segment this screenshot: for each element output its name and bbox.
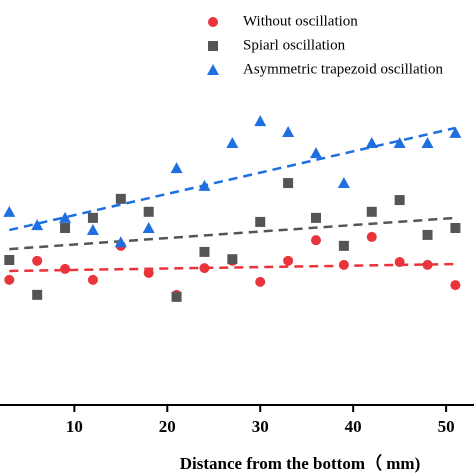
point bbox=[198, 179, 211, 191]
point bbox=[366, 231, 377, 242]
point bbox=[143, 267, 154, 278]
point bbox=[310, 147, 322, 159]
point bbox=[311, 212, 321, 223]
point bbox=[283, 178, 294, 189]
point bbox=[337, 177, 350, 189]
point bbox=[255, 276, 266, 287]
point bbox=[365, 136, 378, 148]
point bbox=[143, 206, 154, 217]
point bbox=[32, 255, 43, 266]
point bbox=[366, 206, 377, 217]
legend-label: Without oscillation bbox=[243, 13, 358, 29]
legend-marker bbox=[208, 17, 218, 27]
point bbox=[171, 291, 182, 302]
point bbox=[283, 255, 294, 266]
x-tick-label: 30 bbox=[252, 417, 269, 436]
point bbox=[86, 224, 99, 236]
point bbox=[311, 235, 321, 246]
legend-marker bbox=[208, 41, 218, 51]
point bbox=[394, 257, 405, 268]
trend-line bbox=[9, 126, 456, 232]
point bbox=[3, 205, 16, 217]
point bbox=[255, 216, 266, 227]
point bbox=[114, 236, 127, 248]
point bbox=[115, 193, 126, 204]
point bbox=[31, 219, 44, 231]
point bbox=[422, 259, 433, 270]
legend-label: Asymmetric trapezoid oscillation bbox=[243, 61, 443, 77]
point bbox=[199, 246, 210, 257]
point bbox=[421, 136, 434, 148]
point bbox=[87, 212, 98, 223]
point bbox=[59, 211, 72, 223]
point bbox=[226, 136, 239, 148]
point bbox=[422, 229, 433, 240]
x-tick-label: 50 bbox=[438, 417, 455, 436]
point bbox=[60, 223, 71, 234]
point bbox=[282, 126, 295, 138]
point bbox=[393, 136, 406, 148]
x-tick-label: 40 bbox=[345, 417, 362, 436]
x-axis-title: Distance from the bottom（ mm) bbox=[180, 453, 420, 473]
point bbox=[227, 254, 238, 265]
point bbox=[394, 195, 405, 206]
point bbox=[254, 115, 267, 127]
point bbox=[450, 223, 461, 234]
point bbox=[142, 222, 155, 234]
point bbox=[338, 259, 349, 270]
x-tick-label: 20 bbox=[159, 417, 176, 436]
point bbox=[170, 162, 183, 174]
point bbox=[449, 126, 462, 138]
point bbox=[32, 289, 43, 300]
x-tick-label: 10 bbox=[66, 417, 83, 436]
point bbox=[4, 274, 15, 285]
point bbox=[87, 274, 98, 285]
point bbox=[338, 240, 349, 251]
point bbox=[199, 263, 210, 274]
trend-line bbox=[9, 216, 456, 251]
point bbox=[4, 255, 15, 266]
legend-label: Spiarl oscillation bbox=[243, 37, 346, 53]
legend-marker bbox=[207, 64, 219, 75]
point bbox=[450, 280, 461, 291]
point bbox=[60, 263, 71, 274]
